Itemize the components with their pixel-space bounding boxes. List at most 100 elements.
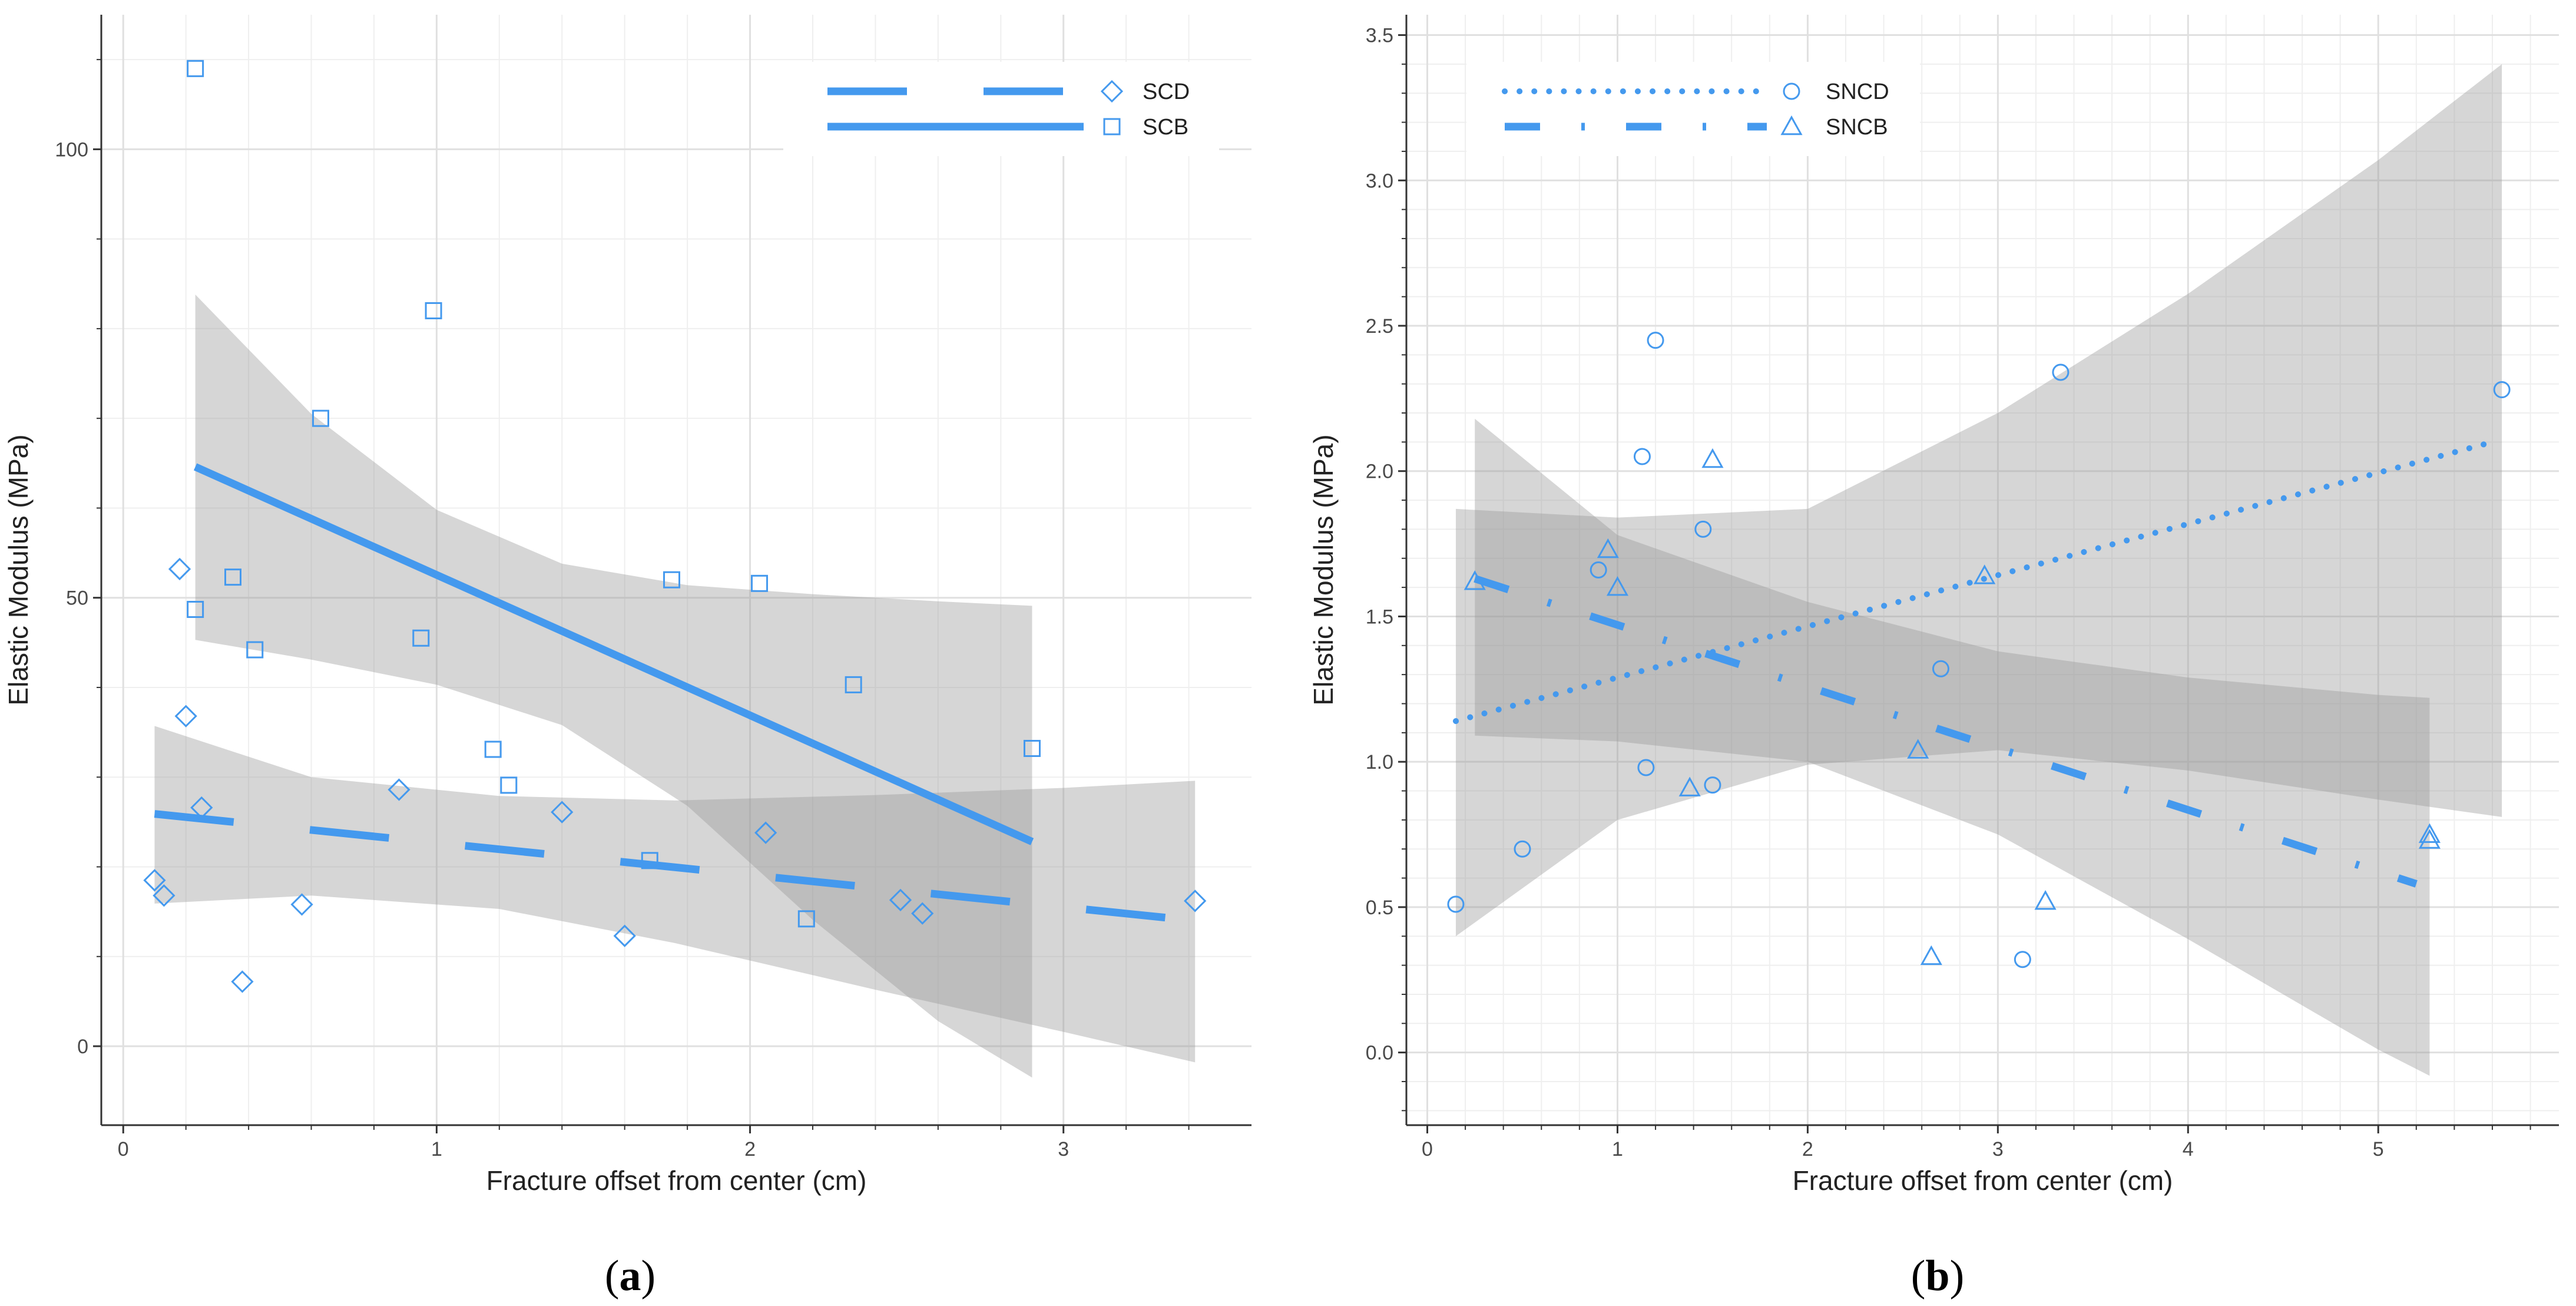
data-point-sncd xyxy=(1647,332,1664,349)
data-point-scd xyxy=(168,557,191,581)
confidence-band-scd xyxy=(154,726,1196,1063)
caption-open-paren: ( xyxy=(605,1252,620,1300)
data-point-scb xyxy=(425,302,442,319)
confidence-band-sncb xyxy=(1475,418,2430,1076)
data-point-sncd xyxy=(1694,520,1712,538)
data-point-sncd xyxy=(2052,363,2070,381)
y-tick-label: 3.0 xyxy=(1366,170,1393,192)
x-tick-label: 2 xyxy=(744,1138,756,1160)
caption-close-paren: ) xyxy=(641,1252,656,1300)
y-tick-label: 50 xyxy=(66,587,88,610)
x-axis-title: Fracture offset from center (cm) xyxy=(1793,1165,2173,1196)
data-point-sncb xyxy=(1701,448,1724,468)
data-point-scd xyxy=(190,796,213,819)
data-point-scd xyxy=(290,893,313,916)
chart-panel-b: 0 1 2 3 4 5 0.0 0.5 1.0 1.5 2.0 2.5 3.0 3.5 Fracture o… xyxy=(1308,15,2559,1300)
data-point-sncd xyxy=(1590,561,1607,578)
legend-marker-sncb xyxy=(1780,115,1803,135)
y-axis-title: Elastic Modulus (MPa) xyxy=(1308,434,1339,705)
data-point-sncd xyxy=(1704,776,1721,794)
y-axis-title: Elastic Modulus (MPa) xyxy=(3,434,34,705)
data-point-sncd xyxy=(1633,448,1651,465)
data-point-scb xyxy=(1023,740,1041,758)
fit-line-scd xyxy=(154,810,1196,925)
data-point-sncb xyxy=(1606,576,1629,596)
data-point-scb xyxy=(187,600,204,618)
fit-line-sncb xyxy=(1474,575,2418,888)
data-point-scb xyxy=(751,574,769,592)
confidence-band-scb xyxy=(195,295,1032,1078)
y-tick-label: 0.5 xyxy=(1366,897,1393,919)
data-point-scb xyxy=(224,568,242,586)
data-point-scb xyxy=(500,776,518,794)
legend-marker-scb xyxy=(1103,118,1121,135)
legend-marker-sncd xyxy=(1783,82,1800,100)
y-tick-label: 3.5 xyxy=(1366,25,1393,47)
data-point-scd xyxy=(754,821,777,844)
data-point-scd xyxy=(143,869,166,892)
caption-open-paren: ( xyxy=(1911,1252,1926,1300)
legend-label-scd: SCD xyxy=(1143,80,1190,104)
data-point-sncb xyxy=(1678,776,1701,796)
data-point-scd xyxy=(153,884,176,907)
data-point-sncd xyxy=(2493,381,2511,399)
data-point-scd xyxy=(911,902,934,925)
y-tick-label: 1.5 xyxy=(1366,606,1393,628)
x-tick-label: 1 xyxy=(431,1138,442,1160)
confidence-band-sncd xyxy=(1455,64,2502,937)
y-tick-label: 2.0 xyxy=(1366,461,1393,483)
y-tick-label: 0 xyxy=(77,1036,88,1058)
data-point-scb xyxy=(484,740,502,758)
x-tick-label: 1 xyxy=(1612,1138,1623,1160)
data-point-scd xyxy=(231,970,254,993)
data-point-sncb xyxy=(2418,823,2441,843)
panel-caption: (b) xyxy=(1911,1252,1964,1300)
y-tick-label: 2.5 xyxy=(1366,315,1393,338)
data-point-scd xyxy=(174,705,197,728)
y-tick-label: 0.0 xyxy=(1366,1042,1393,1064)
chart-panel-a: 0 1 2 3 0 50 100 Fracture offset from center (c… xyxy=(3,15,1251,1300)
data-point-sncd xyxy=(1447,895,1465,913)
x-tick-label: 5 xyxy=(2373,1138,2384,1160)
data-point-scb xyxy=(246,641,264,659)
caption-letter: a xyxy=(620,1252,641,1300)
panel-caption: (a) xyxy=(605,1252,655,1300)
data-point-sncd xyxy=(2014,951,2031,968)
data-point-scd xyxy=(1184,890,1207,912)
data-point-scb xyxy=(663,571,681,588)
x-axis-title: Fracture offset from center (cm) xyxy=(486,1165,867,1196)
x-tick-label: 0 xyxy=(1422,1138,1433,1160)
data-point-scb xyxy=(797,910,815,928)
x-tick-label: 3 xyxy=(1992,1138,2004,1160)
data-point-sncb xyxy=(2418,829,2441,849)
data-point-sncb xyxy=(1974,564,1996,584)
data-point-sncb xyxy=(1920,945,1942,966)
data-point-sncb xyxy=(1464,570,1486,590)
legend-box xyxy=(1466,62,1920,156)
data-point-scb xyxy=(312,409,330,427)
legend-label-sncd: SNCD xyxy=(1826,80,1889,104)
y-tick-label: 100 xyxy=(55,138,88,161)
data-point-sncb xyxy=(1907,739,1929,759)
x-tick-label: 4 xyxy=(2183,1138,2194,1160)
y-tick-label: 1.0 xyxy=(1366,751,1393,773)
data-point-scb xyxy=(845,676,862,693)
legend-box xyxy=(783,62,1219,156)
caption-letter: b xyxy=(1925,1252,1949,1300)
legend-label-scb: SCB xyxy=(1143,115,1188,140)
caption-close-paren: ) xyxy=(1950,1252,1965,1300)
x-tick-label: 2 xyxy=(1802,1138,1813,1160)
data-point-scb xyxy=(641,852,658,869)
data-point-scd xyxy=(551,801,574,824)
x-tick-label: 0 xyxy=(118,1138,129,1160)
data-point-sncd xyxy=(1514,840,1531,858)
data-point-sncd xyxy=(1637,759,1655,776)
x-tick-label: 3 xyxy=(1058,1138,1069,1160)
data-point-sncd xyxy=(1932,660,1949,677)
fit-line-sncd xyxy=(1452,439,2495,725)
legend-marker-scd xyxy=(1100,80,1124,103)
legend-label-sncb: SNCB xyxy=(1826,115,1888,140)
data-point-sncb xyxy=(1597,538,1619,558)
data-point-scd xyxy=(889,888,912,911)
